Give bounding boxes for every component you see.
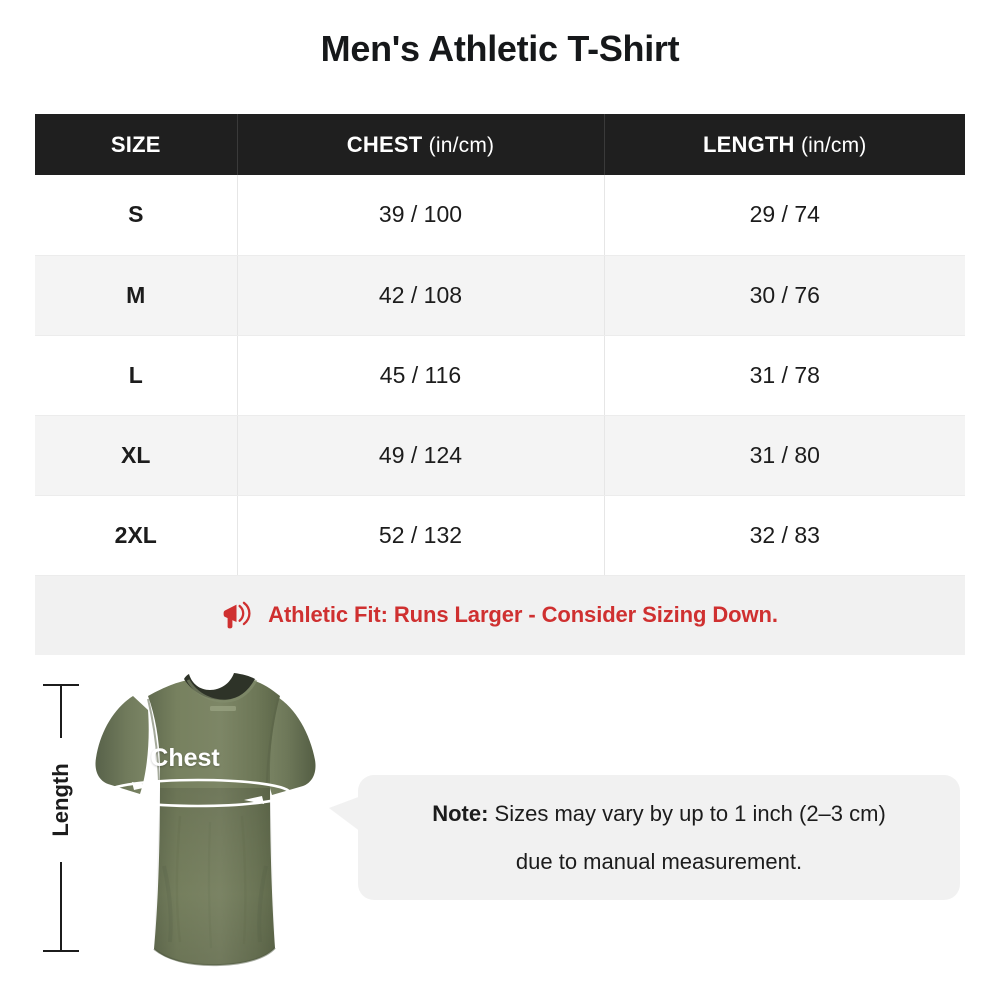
table-row: S 39 / 100 29 / 74 bbox=[35, 175, 965, 256]
column-header-size: SIZE bbox=[35, 114, 238, 175]
fit-alert-text: Athletic Fit: Runs Larger - Consider Siz… bbox=[268, 602, 778, 628]
note-line-2: due to manual measurement. bbox=[515, 848, 803, 874]
column-header-chest: CHEST (in/cm) bbox=[237, 114, 605, 175]
cell-length: 32 / 83 bbox=[604, 495, 965, 576]
cell-chest: 52 / 132 bbox=[237, 495, 605, 576]
cell-size: S bbox=[35, 175, 238, 256]
size-chart-table: SIZE CHEST (in/cm) LENGTH (in/cm) S 39 /… bbox=[35, 114, 965, 655]
cell-length: 31 / 80 bbox=[604, 415, 965, 496]
table-body: S 39 / 100 29 / 74 M 42 / 108 30 / 76 L … bbox=[35, 175, 965, 655]
length-measure-bar: Length bbox=[38, 682, 84, 954]
table-header: SIZE CHEST (in/cm) LENGTH (in/cm) bbox=[35, 114, 965, 175]
length-measure-cap-bottom bbox=[43, 950, 79, 952]
column-header-length-label: LENGTH bbox=[702, 131, 795, 157]
column-header-chest-unit: (in/cm) bbox=[428, 133, 495, 157]
page-title: Men's Athletic T-Shirt bbox=[320, 28, 680, 69]
cell-length: 30 / 76 bbox=[604, 255, 965, 336]
note-line-1-text: Sizes may vary by up to 1 inch (2–3 cm) bbox=[488, 800, 886, 826]
cell-chest: 39 / 100 bbox=[237, 175, 605, 256]
note-prefix: Note: bbox=[432, 800, 489, 826]
table-row: M 42 / 108 30 / 76 bbox=[35, 255, 965, 336]
cell-length: 29 / 74 bbox=[604, 175, 965, 256]
cell-size: 2XL bbox=[35, 495, 238, 576]
table-row: L 45 / 116 31 / 78 bbox=[35, 335, 965, 416]
cell-size: M bbox=[35, 255, 238, 336]
measurement-illustration: Length bbox=[0, 660, 1000, 1000]
tshirt-illustration: Chest bbox=[70, 666, 360, 996]
cell-chest: 42 / 108 bbox=[237, 255, 605, 336]
column-header-length: LENGTH (in/cm) bbox=[604, 114, 965, 175]
fit-alert-row: Athletic Fit: Runs Larger - Consider Siz… bbox=[35, 575, 965, 655]
chest-measure-label: Chest bbox=[150, 744, 220, 772]
cell-length: 31 / 78 bbox=[604, 335, 965, 416]
chest-measure-arrow bbox=[104, 778, 292, 808]
note-bubble: Note: Sizes may vary by up to 1 inch (2–… bbox=[358, 775, 960, 900]
note-line-1: Note: Sizes may vary by up to 1 inch (2–… bbox=[432, 800, 886, 826]
note-bubble-tail bbox=[329, 796, 361, 832]
column-header-chest-label: CHEST bbox=[346, 131, 423, 157]
megaphone-icon bbox=[222, 600, 256, 630]
table-header-row: SIZE CHEST (in/cm) LENGTH (in/cm) bbox=[35, 114, 965, 175]
cell-chest: 45 / 116 bbox=[237, 335, 605, 416]
column-header-length-unit: (in/cm) bbox=[800, 133, 867, 157]
cell-size: XL bbox=[35, 415, 238, 496]
table-row: XL 49 / 124 31 / 80 bbox=[35, 415, 965, 496]
fit-alert-cell: Athletic Fit: Runs Larger - Consider Siz… bbox=[35, 575, 965, 655]
cell-size: L bbox=[35, 335, 238, 416]
cell-chest: 49 / 124 bbox=[237, 415, 605, 496]
length-measure-cap-top bbox=[43, 684, 79, 686]
column-header-size-label: SIZE bbox=[110, 131, 161, 157]
table-row: 2XL 52 / 132 32 / 83 bbox=[35, 495, 965, 576]
